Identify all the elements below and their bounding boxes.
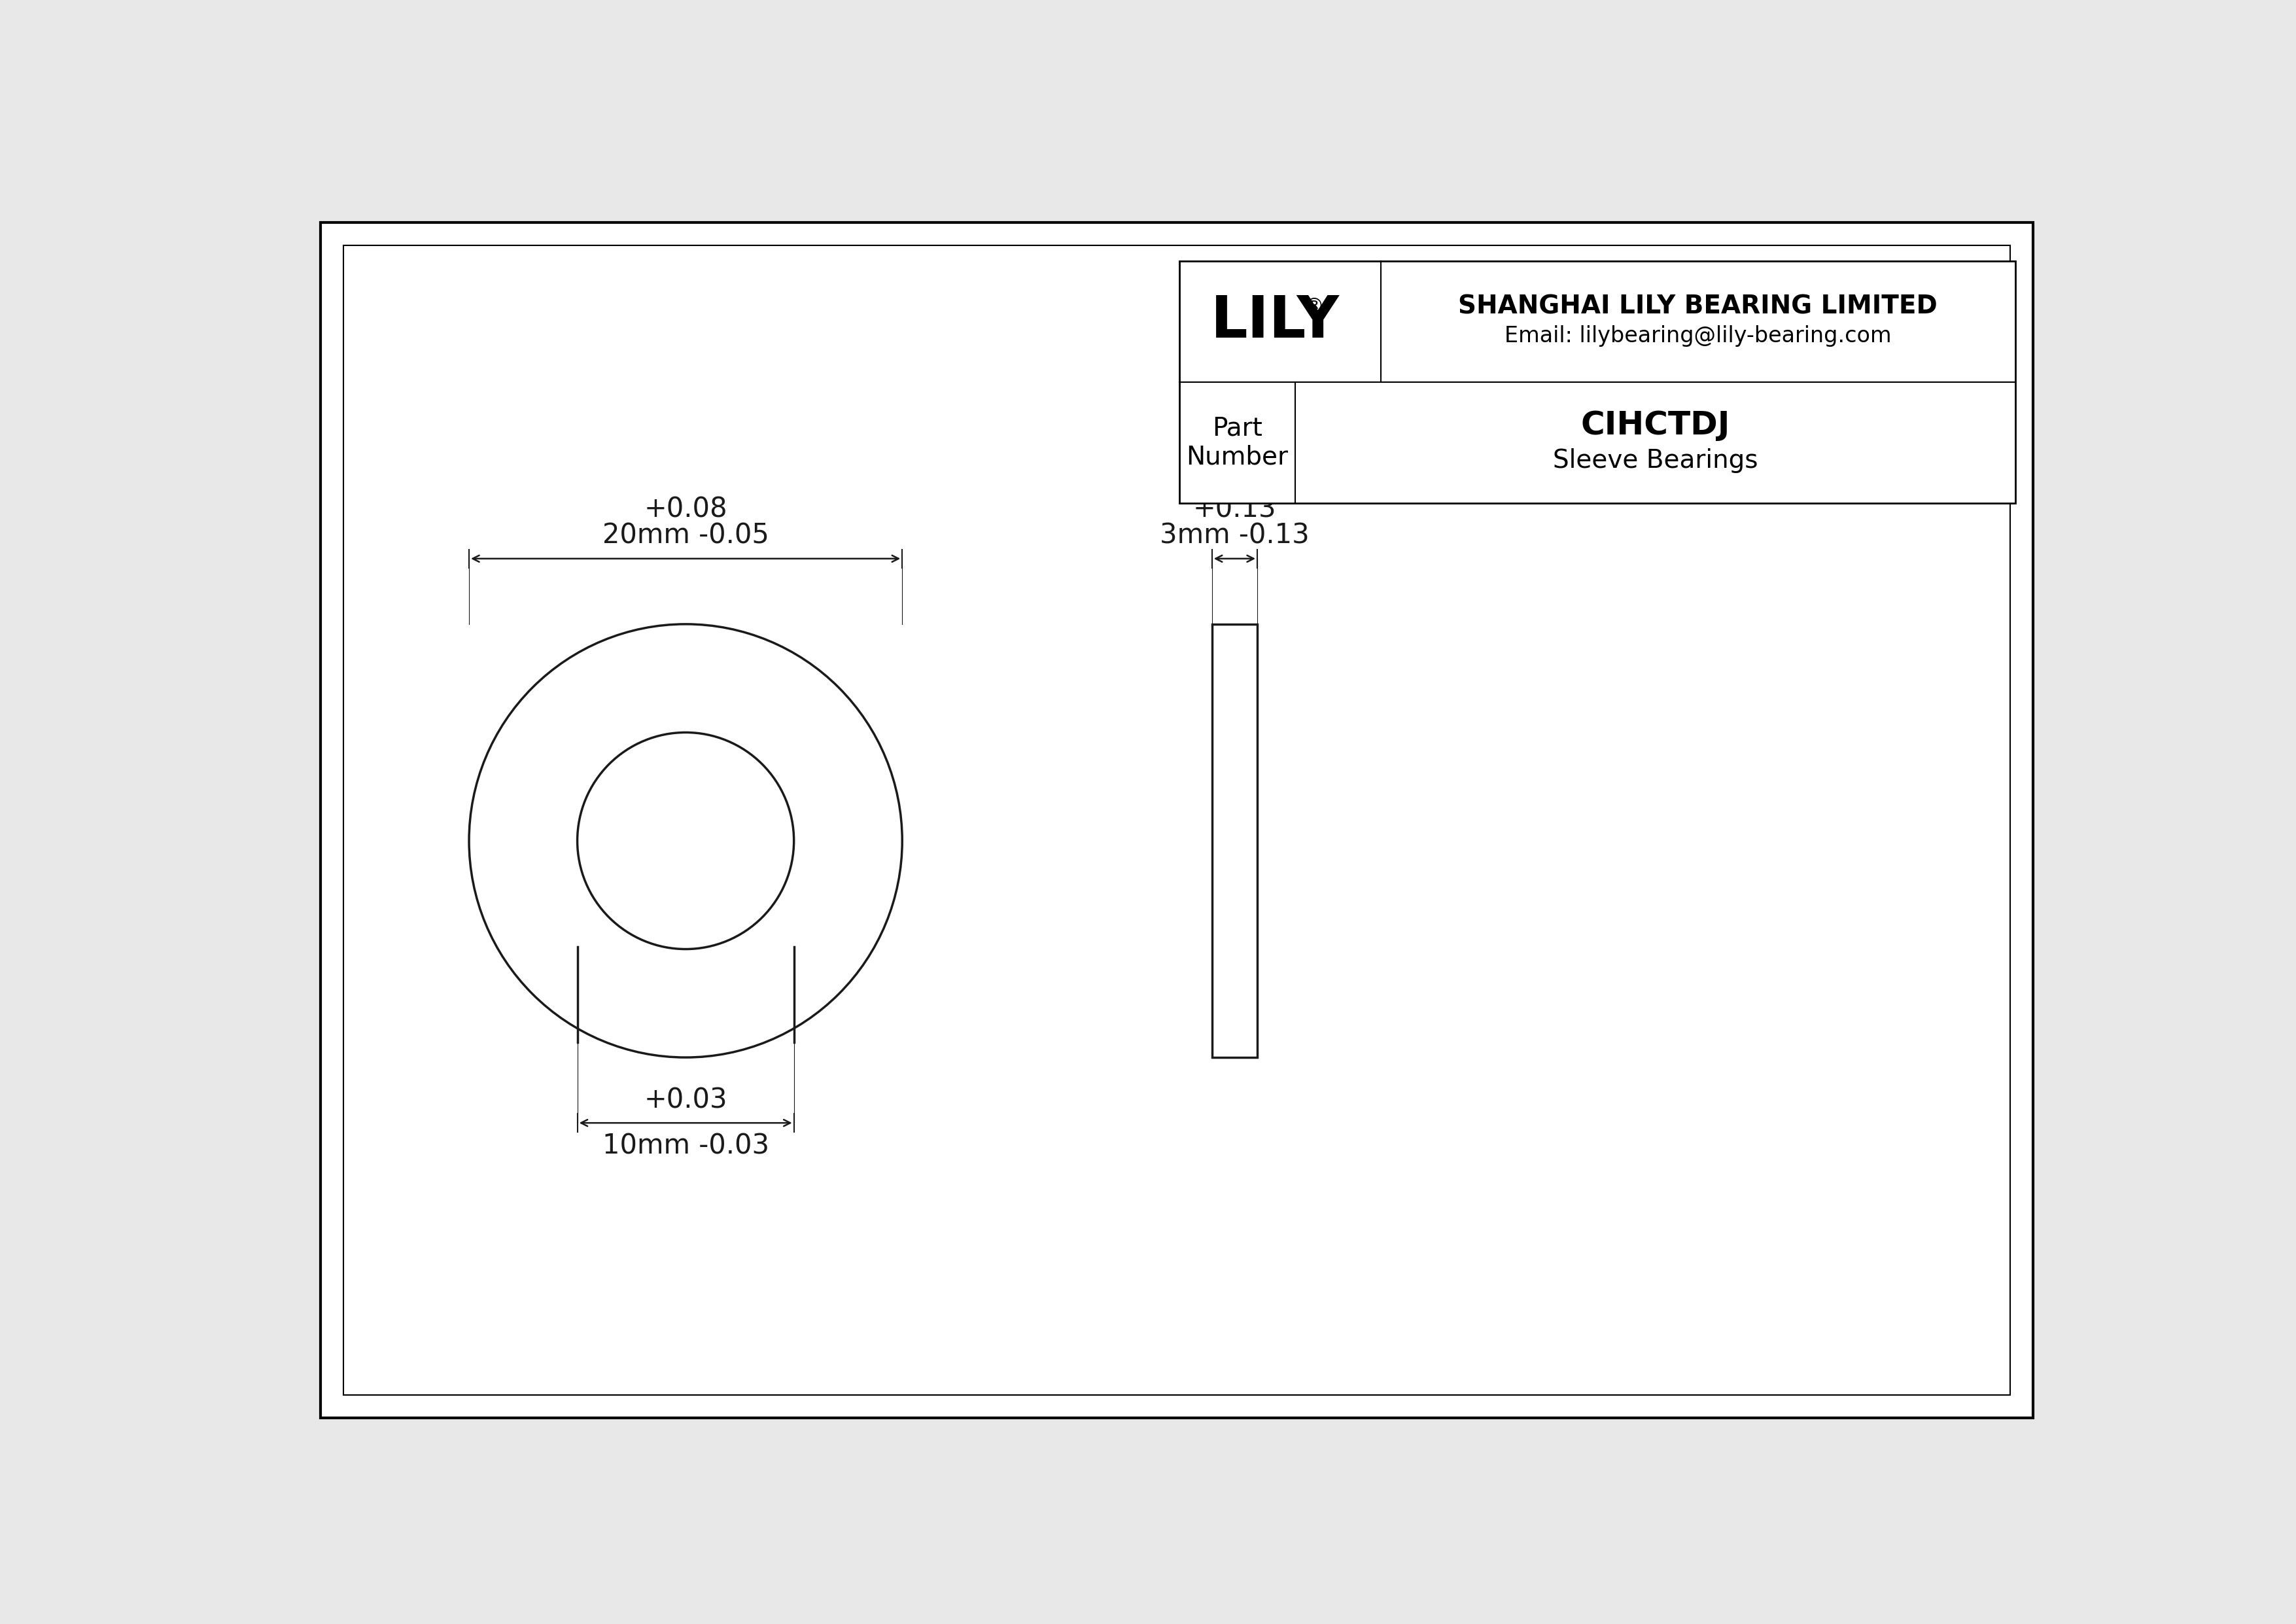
Polygon shape <box>1729 382 1929 453</box>
Text: 20mm -0.05: 20mm -0.05 <box>602 521 769 549</box>
Bar <box>1212 624 1258 1057</box>
Text: +0.08: +0.08 <box>643 495 728 523</box>
Bar <box>1180 261 2016 503</box>
Text: SHANGHAI LILY BEARING LIMITED: SHANGHAI LILY BEARING LIMITED <box>1458 294 1938 320</box>
Ellipse shape <box>1729 382 1929 473</box>
Text: +0.03: +0.03 <box>643 1086 728 1114</box>
Circle shape <box>576 732 794 948</box>
Ellipse shape <box>1784 408 1874 448</box>
Text: Part
Number: Part Number <box>1187 416 1288 469</box>
Text: +0.13: +0.13 <box>1194 495 1277 523</box>
Circle shape <box>468 624 902 1057</box>
Text: LILY: LILY <box>1210 294 1339 351</box>
Text: 10mm -0.03: 10mm -0.03 <box>602 1132 769 1160</box>
Text: CIHCTDJ: CIHCTDJ <box>1580 409 1729 440</box>
Text: ®: ® <box>1304 297 1325 317</box>
Text: Sleeve Bearings: Sleeve Bearings <box>1552 448 1759 473</box>
Text: 3mm -0.13: 3mm -0.13 <box>1159 521 1309 549</box>
Polygon shape <box>1784 408 1874 453</box>
Text: Email: lilybearing@lily-bearing.com: Email: lilybearing@lily-bearing.com <box>1504 325 1892 348</box>
Ellipse shape <box>1729 408 1929 499</box>
